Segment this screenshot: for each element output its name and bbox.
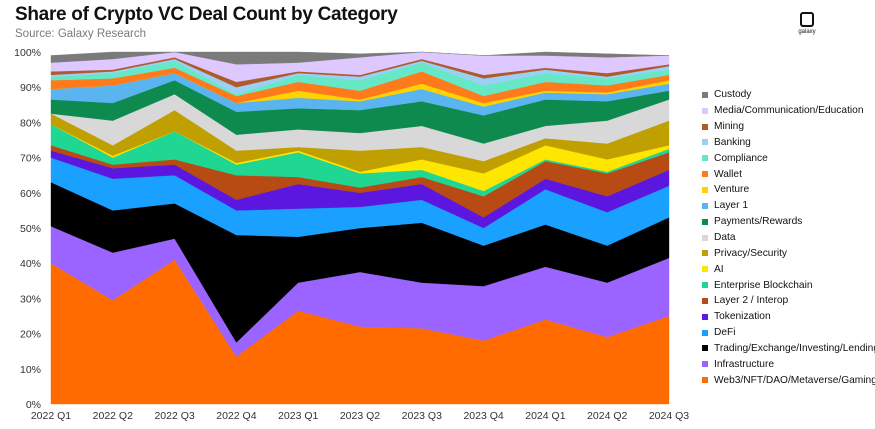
legend-label: Mining bbox=[714, 121, 745, 133]
legend-swatch bbox=[702, 218, 708, 225]
legend-label: Banking bbox=[714, 136, 751, 148]
x-tick-label: 2024 Q3 bbox=[649, 410, 689, 422]
legend-item: Layer 2 / Interop bbox=[702, 293, 875, 309]
legend-label: Privacy/Security bbox=[714, 247, 788, 259]
legend-item: DeFi bbox=[702, 325, 875, 341]
legend-swatch bbox=[702, 123, 708, 130]
legend-item: Media/Communication/Education bbox=[702, 103, 875, 119]
legend-item: Payments/Rewards bbox=[702, 214, 875, 230]
legend-label: Layer 1 bbox=[714, 200, 748, 212]
area-series-18 bbox=[50, 51, 670, 65]
legend-label: Venture bbox=[714, 184, 750, 196]
y-tick-label: 40% bbox=[20, 258, 41, 270]
y-tick-label: 0% bbox=[26, 399, 41, 411]
y-tick-label: 70% bbox=[20, 153, 41, 165]
chart-title: Share of Crypto VC Deal Count by Categor… bbox=[15, 4, 398, 25]
x-tick-label: 2022 Q2 bbox=[93, 410, 133, 422]
legend-item: Tokenization bbox=[702, 309, 875, 325]
y-tick-label: 90% bbox=[20, 82, 41, 94]
x-tick-label: 2022 Q1 bbox=[31, 410, 71, 422]
x-tick-label: 2023 Q2 bbox=[340, 410, 380, 422]
legend-item: Infrastructure bbox=[702, 356, 875, 372]
y-tick-label: 50% bbox=[20, 223, 41, 235]
legend-item: Trading/Exchange/Investing/Lending bbox=[702, 341, 875, 357]
x-tick-label: 2022 Q4 bbox=[216, 410, 256, 422]
legend-label: Web3/NFT/DAO/Metaverse/Gaming bbox=[714, 374, 875, 386]
legend-item: Web3/NFT/DAO/Metaverse/Gaming bbox=[702, 372, 875, 388]
legend-swatch bbox=[702, 186, 708, 193]
legend-swatch bbox=[702, 313, 708, 320]
legend-item: AI bbox=[702, 261, 875, 277]
legend-label: Wallet bbox=[714, 168, 742, 180]
y-tick-label: 100% bbox=[14, 47, 41, 59]
legend-item: Custody bbox=[702, 87, 875, 103]
legend-label: Layer 2 / Interop bbox=[714, 295, 789, 307]
legend-label: Trading/Exchange/Investing/Lending bbox=[714, 342, 875, 354]
legend-label: Compliance bbox=[714, 152, 768, 164]
legend-item: Enterprise Blockchain bbox=[702, 277, 875, 293]
legend-swatch bbox=[702, 202, 708, 209]
y-tick-label: 30% bbox=[20, 293, 41, 305]
y-tick-label: 20% bbox=[20, 329, 41, 341]
legend-item: Mining bbox=[702, 119, 875, 135]
y-tick-label: 80% bbox=[20, 117, 41, 129]
legend-swatch bbox=[702, 282, 708, 289]
legend-swatch bbox=[702, 171, 708, 178]
y-tick-label: 10% bbox=[20, 364, 41, 376]
legend-label: Infrastructure bbox=[714, 358, 775, 370]
legend-item: Privacy/Security bbox=[702, 245, 875, 261]
chart-legend: Custody Media/Communication/Education Mini… bbox=[702, 87, 875, 388]
legend-label: AI bbox=[714, 263, 724, 275]
x-tick-label: 2023 Q1 bbox=[278, 410, 318, 422]
legend-swatch bbox=[702, 234, 708, 241]
legend-swatch bbox=[702, 297, 708, 304]
x-tick-label: 2022 Q3 bbox=[154, 410, 194, 422]
legend-label: Enterprise Blockchain bbox=[714, 279, 813, 291]
legend-swatch bbox=[702, 107, 708, 114]
legend-swatch bbox=[702, 139, 708, 146]
legend-label: Payments/Rewards bbox=[714, 216, 803, 228]
galaxy-logo: galaxy bbox=[795, 12, 819, 35]
legend-swatch bbox=[702, 250, 708, 257]
legend-label: Data bbox=[714, 232, 736, 244]
chart-subtitle: Source: Galaxy Research bbox=[15, 28, 147, 40]
legend-label: Tokenization bbox=[714, 311, 771, 323]
legend-item: Venture bbox=[702, 182, 875, 198]
galaxy-logo-icon bbox=[800, 12, 814, 27]
legend-item: Banking bbox=[702, 135, 875, 151]
legend-swatch bbox=[702, 361, 708, 368]
legend-item: Wallet bbox=[702, 166, 875, 182]
legend-item: Layer 1 bbox=[702, 198, 875, 214]
legend-swatch bbox=[702, 345, 708, 352]
galaxy-logo-text: galaxy bbox=[798, 29, 816, 35]
legend-swatch bbox=[702, 266, 708, 273]
legend-label: Media/Communication/Education bbox=[714, 105, 864, 117]
legend-item: Compliance bbox=[702, 150, 875, 166]
x-tick-label: 2023 Q3 bbox=[402, 410, 442, 422]
legend-swatch bbox=[702, 155, 708, 162]
legend-swatch bbox=[702, 377, 708, 384]
x-tick-label: 2024 Q2 bbox=[587, 410, 627, 422]
legend-label: Custody bbox=[714, 89, 752, 101]
legend-swatch bbox=[702, 91, 708, 98]
y-tick-label: 60% bbox=[20, 188, 41, 200]
x-tick-label: 2023 Q4 bbox=[463, 410, 503, 422]
x-tick-label: 2024 Q1 bbox=[525, 410, 565, 422]
legend-label: DeFi bbox=[714, 327, 736, 339]
legend-item: Data bbox=[702, 230, 875, 246]
legend-swatch bbox=[702, 329, 708, 336]
